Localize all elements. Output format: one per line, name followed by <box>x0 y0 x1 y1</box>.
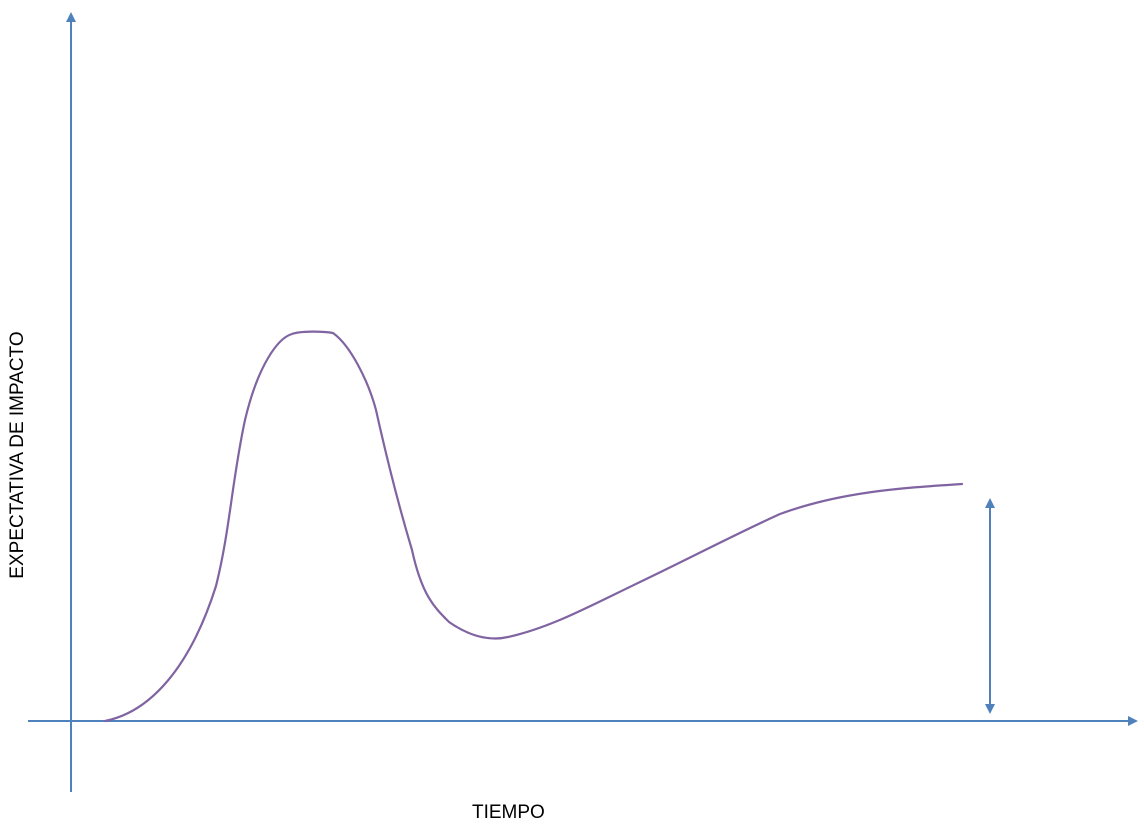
expectation-curve <box>103 330 964 723</box>
x-axis-label: TIEMPO <box>472 802 545 823</box>
y-axis-label: EXPECTATIVA DE IMPACTO <box>7 331 28 579</box>
